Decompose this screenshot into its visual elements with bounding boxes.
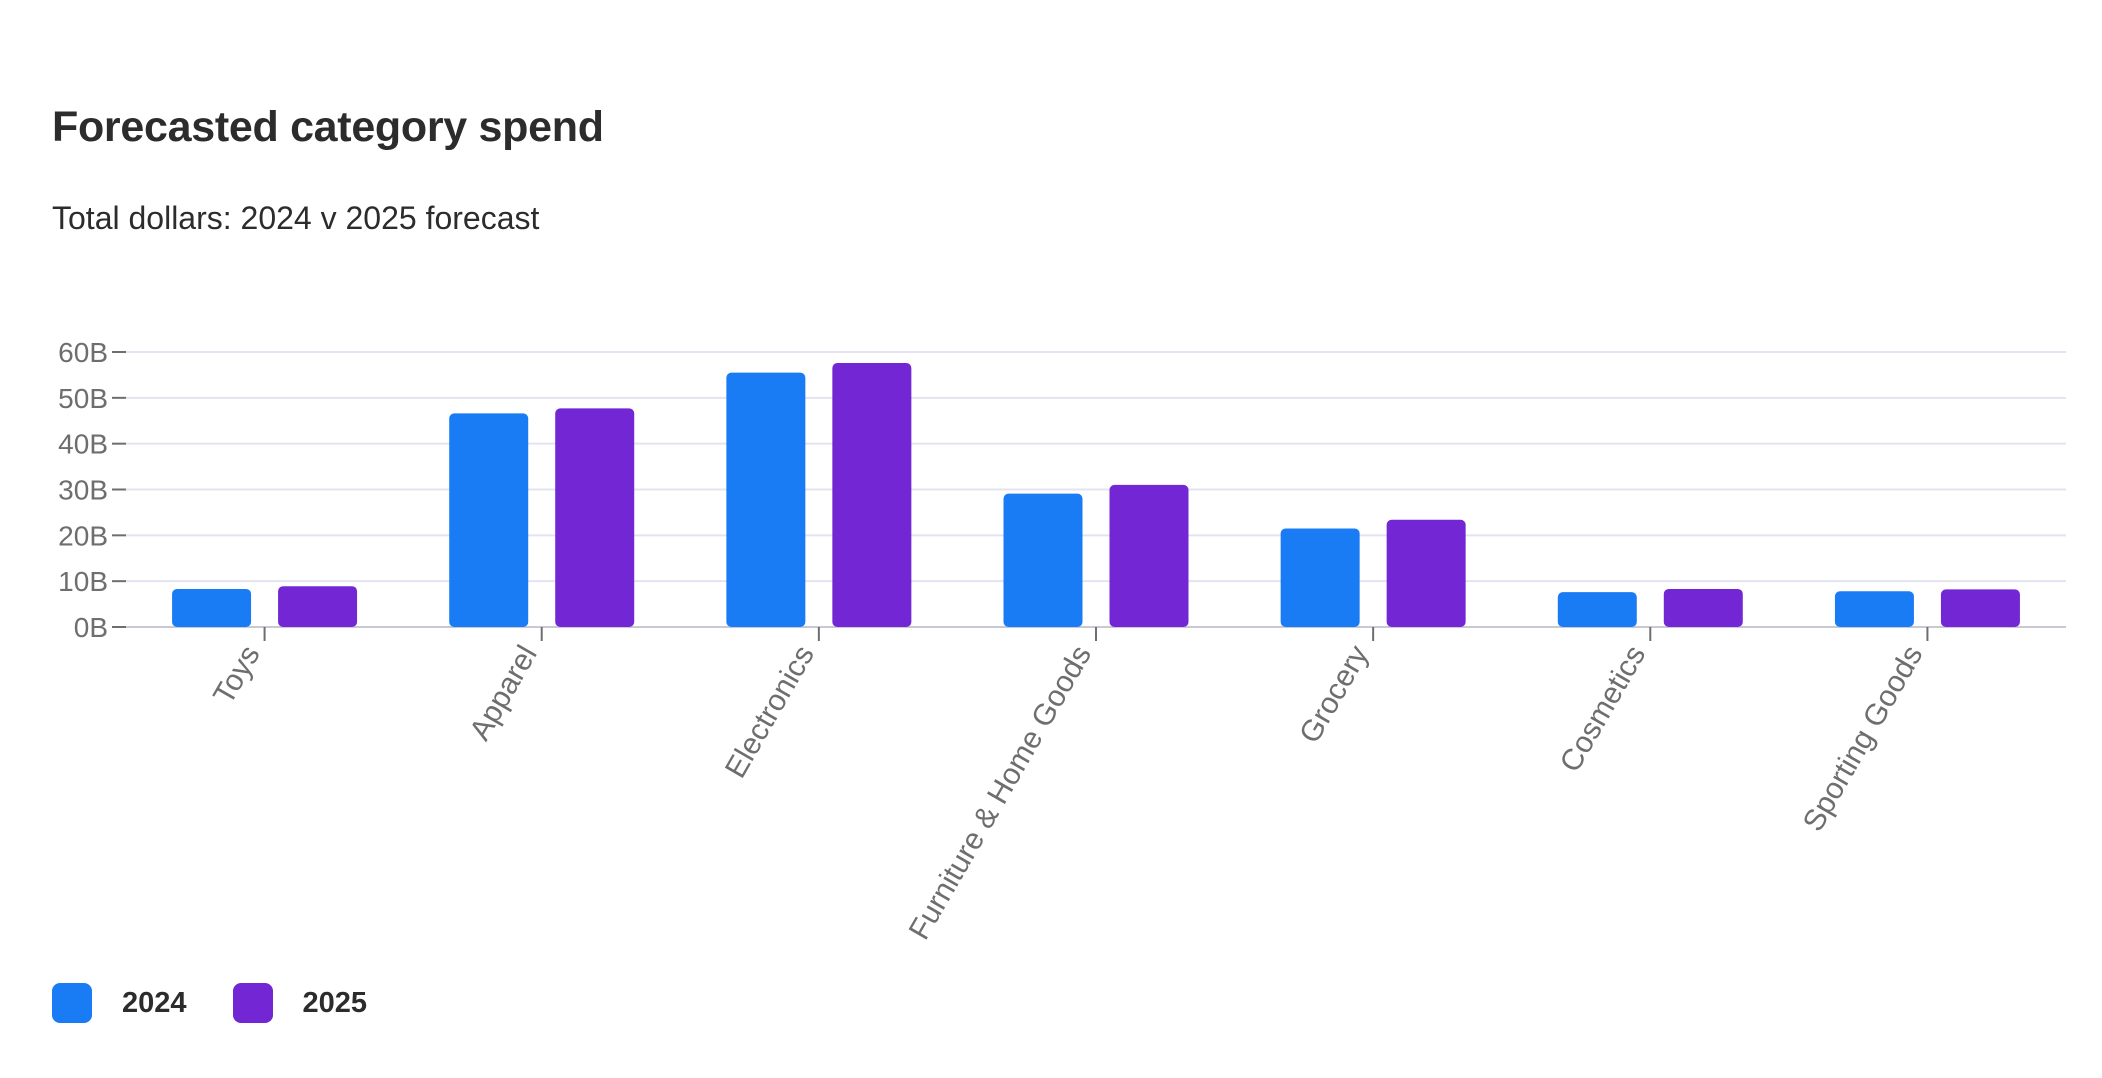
- x-tick-label-furniture-home-goods: Furniture & Home Goods: [903, 640, 1098, 945]
- bar-electronics-2024: [726, 372, 806, 627]
- legend-label-2024: 2024: [122, 986, 187, 1019]
- legend-item-2024[interactable]: 2024: [52, 983, 187, 1023]
- x-tick-label-apparel: Apparel: [463, 640, 543, 746]
- x-tick-label-electronics: Electronics: [719, 640, 821, 784]
- legend-swatch-2025: [232, 983, 273, 1023]
- x-tick-label-grocery: Grocery: [1293, 640, 1375, 749]
- bar-apparel-2025: [555, 408, 635, 627]
- bar-sporting-goods-2024: [1834, 591, 1914, 627]
- bar-furniture-home-goods-2025: [1109, 484, 1189, 627]
- chart-subtitle: Total dollars: 2024 v 2025 forecast: [52, 200, 540, 236]
- bar-grocery-2025: [1386, 519, 1466, 627]
- y-tick-label: 40B: [58, 429, 108, 460]
- legend-item-2025[interactable]: 2025: [232, 983, 368, 1023]
- bar-electronics-2025: [832, 363, 912, 627]
- x-tick-label-cosmetics: Cosmetics: [1554, 640, 1653, 778]
- chart-title: Forecasted category spend: [52, 103, 604, 151]
- y-tick-label: 10B: [58, 566, 108, 597]
- bar-cosmetics-2025: [1663, 588, 1743, 627]
- legend-label-2025: 2025: [302, 986, 368, 1019]
- x-tick-label-toys: Toys: [207, 640, 266, 710]
- bar-toys-2025: [278, 586, 358, 627]
- bar-toys-2024: [172, 588, 252, 627]
- y-tick-label: 30B: [58, 475, 108, 506]
- bar-sporting-goods-2025: [1940, 589, 2020, 627]
- bar-apparel-2024: [449, 413, 529, 627]
- x-tick-label-sporting-goods: Sporting Goods: [1797, 640, 1930, 837]
- y-tick-label: 20B: [58, 520, 108, 551]
- legend-swatch-2024: [52, 983, 92, 1023]
- y-tick-label: 60B: [58, 337, 108, 368]
- bar-furniture-home-goods-2024: [1003, 493, 1083, 627]
- y-tick-label: 50B: [58, 383, 108, 414]
- legend: 2024 2025: [52, 983, 413, 1023]
- bar-cosmetics-2024: [1557, 592, 1637, 627]
- bar-grocery-2024: [1280, 528, 1360, 627]
- y-tick-label: 0B: [74, 612, 108, 643]
